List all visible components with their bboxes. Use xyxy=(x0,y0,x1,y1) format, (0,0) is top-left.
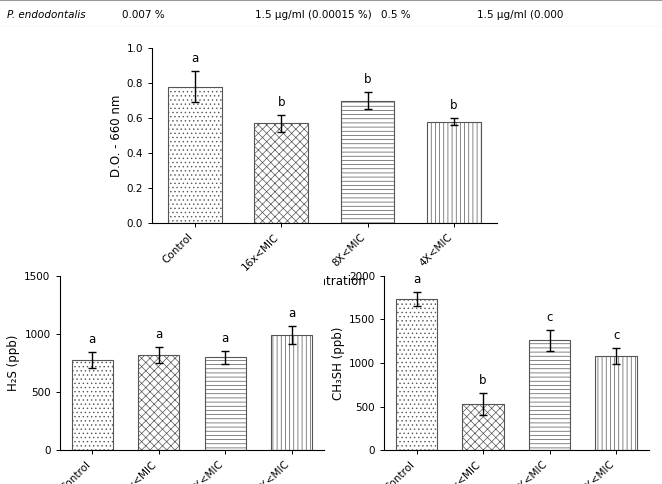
Text: c: c xyxy=(546,311,553,324)
Bar xyxy=(596,356,637,450)
Bar xyxy=(529,340,570,450)
Text: b: b xyxy=(364,73,371,86)
Bar xyxy=(71,360,113,450)
Text: a: a xyxy=(89,333,96,346)
Text: b: b xyxy=(277,95,285,108)
Bar xyxy=(341,101,395,223)
Bar xyxy=(427,121,481,223)
X-axis label: Concentration: Concentration xyxy=(283,275,366,288)
Text: a: a xyxy=(222,332,229,345)
Text: a: a xyxy=(288,307,295,320)
Bar xyxy=(271,335,312,450)
Text: 0.5 %: 0.5 % xyxy=(381,10,410,20)
Text: 1.5 μg/ml (0.000: 1.5 μg/ml (0.000 xyxy=(477,10,563,20)
Y-axis label: H₂S (ppb): H₂S (ppb) xyxy=(7,335,20,391)
Text: 0.007 %: 0.007 % xyxy=(122,10,165,20)
Bar xyxy=(463,404,504,450)
Text: a: a xyxy=(155,328,162,341)
Bar xyxy=(168,87,222,223)
Text: b: b xyxy=(479,374,487,387)
Text: a: a xyxy=(191,52,199,65)
Bar xyxy=(254,123,308,223)
Y-axis label: CH₃SH (ppb): CH₃SH (ppb) xyxy=(332,326,344,400)
Text: b: b xyxy=(450,99,458,112)
Text: a: a xyxy=(413,273,420,287)
Y-axis label: D.O. - 660 nm: D.O. - 660 nm xyxy=(110,94,122,177)
Text: P. endodontalis: P. endodontalis xyxy=(7,10,85,20)
Text: 1.5 μg/ml (0.00015 %): 1.5 μg/ml (0.00015 %) xyxy=(255,10,371,20)
Bar xyxy=(396,300,437,450)
Bar xyxy=(138,355,179,450)
Bar xyxy=(205,357,246,450)
Text: c: c xyxy=(613,329,619,342)
